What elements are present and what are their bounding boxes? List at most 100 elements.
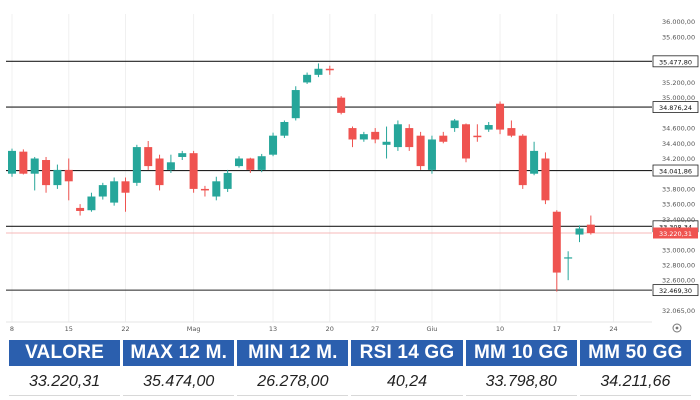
y-tick-label: 36.000,00: [662, 18, 695, 26]
candle-up: [382, 141, 391, 145]
candle-down: [586, 224, 595, 234]
x-tick-label: 22: [121, 325, 129, 333]
y-tick-label: 35.600,00: [662, 33, 695, 41]
value-rsi-14gg: 40,24: [351, 369, 463, 396]
candle-up: [257, 156, 266, 170]
candle-down: [42, 160, 51, 186]
candle-down: [155, 158, 164, 186]
candle-down: [552, 211, 561, 273]
level-tag-label: 34.876,24: [659, 104, 692, 112]
candle-down: [462, 124, 470, 159]
last-price-tag: [653, 227, 698, 239]
candle-up: [280, 121, 289, 136]
candle-down: [19, 151, 28, 174]
header-max-12m: MAX 12 M.: [123, 340, 235, 366]
candle-down: [144, 147, 153, 167]
value-valore: 33.220,31: [9, 369, 121, 396]
candle-down: [439, 135, 448, 142]
candle-up: [212, 181, 221, 197]
candlestick-chart: 35.477,80 34.876,24 34.041,86 33.308,34 32.4…: [6, 14, 699, 333]
candle-up: [8, 150, 16, 174]
candle-up: [110, 181, 119, 203]
level-tag-label: 32.469,30: [659, 287, 692, 295]
gear-hub: [675, 326, 679, 330]
stats-panel: VALORE MAX 12 M. MIN 12 M. RSI 14 GG MM …: [6, 337, 694, 397]
level-tag-label: 34.041,86: [659, 168, 692, 176]
candle-up: [223, 172, 232, 189]
value-mm-10gg: 33.798,80: [465, 369, 577, 396]
candle-down: [337, 97, 346, 113]
value-min-12m: 26.278,00: [237, 369, 349, 396]
candle-down: [121, 181, 130, 193]
candle-down: [541, 158, 550, 201]
candle-down: [189, 153, 198, 189]
level-tag: [652, 284, 699, 297]
candle-up: [314, 68, 323, 75]
x-tick-label: 10: [496, 325, 504, 333]
header-valore: VALORE: [9, 340, 121, 366]
support-resistance-levels: 35.477,80 34.876,24 34.041,86 33.308,34 32.4…: [6, 55, 699, 297]
candle-down: [473, 135, 482, 138]
x-axis: 8 15 22 Mag 13 20 27 Giu 10 17 24: [6, 321, 652, 333]
level-tag: [652, 101, 699, 113]
candle-down: [325, 68, 334, 71]
candle-down: [200, 188, 209, 191]
y-tick-label: 33.600,00: [662, 201, 695, 209]
candle-down: [64, 169, 73, 182]
y-tick-label: 35.200,00: [662, 79, 695, 87]
level-tag-label: 35.477,80: [659, 58, 692, 66]
candle-up: [98, 185, 107, 197]
gear-icon[interactable]: [672, 323, 682, 333]
candle-up: [393, 124, 402, 148]
level-tag-label: 33.308,34: [659, 223, 692, 231]
y-tick-label: 34.400,00: [662, 140, 695, 148]
header-rsi-14gg: RSI 14 GG: [351, 340, 463, 366]
x-tick-label: Giu: [426, 325, 437, 333]
candle-up: [575, 228, 584, 235]
candle-up: [53, 169, 62, 186]
candle-down: [76, 207, 85, 211]
candle-down: [348, 128, 357, 140]
x-tick-label: 13: [269, 325, 277, 333]
candle-up: [530, 150, 539, 174]
candle-down: [416, 135, 425, 167]
level-tag: [652, 164, 699, 177]
candle-down: [371, 131, 380, 140]
candle-up: [30, 158, 39, 174]
y-tick-label: 33.000,00: [662, 246, 695, 254]
candle-up: [303, 74, 312, 83]
value-mm-50gg: 34.211,66: [579, 369, 691, 396]
candle-up: [269, 135, 278, 155]
candle-up: [178, 153, 187, 157]
y-tick-label: 34.600,00: [662, 125, 695, 133]
candle-up: [484, 125, 493, 130]
candle-up: [450, 120, 459, 129]
x-tick-label: Mag: [187, 325, 201, 333]
y-tick-label: 33.400,00: [662, 216, 695, 224]
y-axis: 36.000,00 35.600,00 35.200,00 35.000,00 34.6…: [662, 18, 695, 315]
stats-header-row: VALORE MAX 12 M. MIN 12 M. RSI 14 GG MM …: [9, 340, 691, 366]
stats-table: VALORE MAX 12 M. MIN 12 M. RSI 14 GG MM …: [6, 337, 694, 399]
y-tick-label: 34.200,00: [662, 155, 695, 163]
candle-up: [235, 158, 243, 167]
x-tick-label: 15: [65, 325, 73, 333]
x-tick-label: 20: [326, 325, 334, 333]
candle-up: [359, 134, 368, 140]
candle-up: [87, 196, 96, 211]
stats-value-row: 33.220,31 35.474,00 26.278,00 40,24 33.7…: [9, 369, 691, 396]
y-tick-label: 33.800,00: [662, 185, 695, 193]
candle-up: [291, 90, 300, 119]
y-tick-label: 32.800,00: [662, 261, 695, 269]
header-mm-50gg: MM 50 GG: [579, 340, 691, 366]
candle-up: [427, 139, 436, 170]
candle-up: [132, 147, 141, 183]
y-tick-label: 35.000,00: [662, 94, 695, 102]
y-tick-label: 32.600,00: [662, 277, 695, 285]
value-max-12m: 35.474,00: [123, 369, 235, 396]
candles: [8, 63, 595, 292]
y-tick-label: 32.065,00: [662, 307, 695, 315]
x-tick-label: 27: [371, 325, 379, 333]
last-price-label: 33.220,31: [659, 230, 692, 238]
candle-up: [564, 257, 573, 259]
x-tick-label: 24: [609, 325, 617, 333]
